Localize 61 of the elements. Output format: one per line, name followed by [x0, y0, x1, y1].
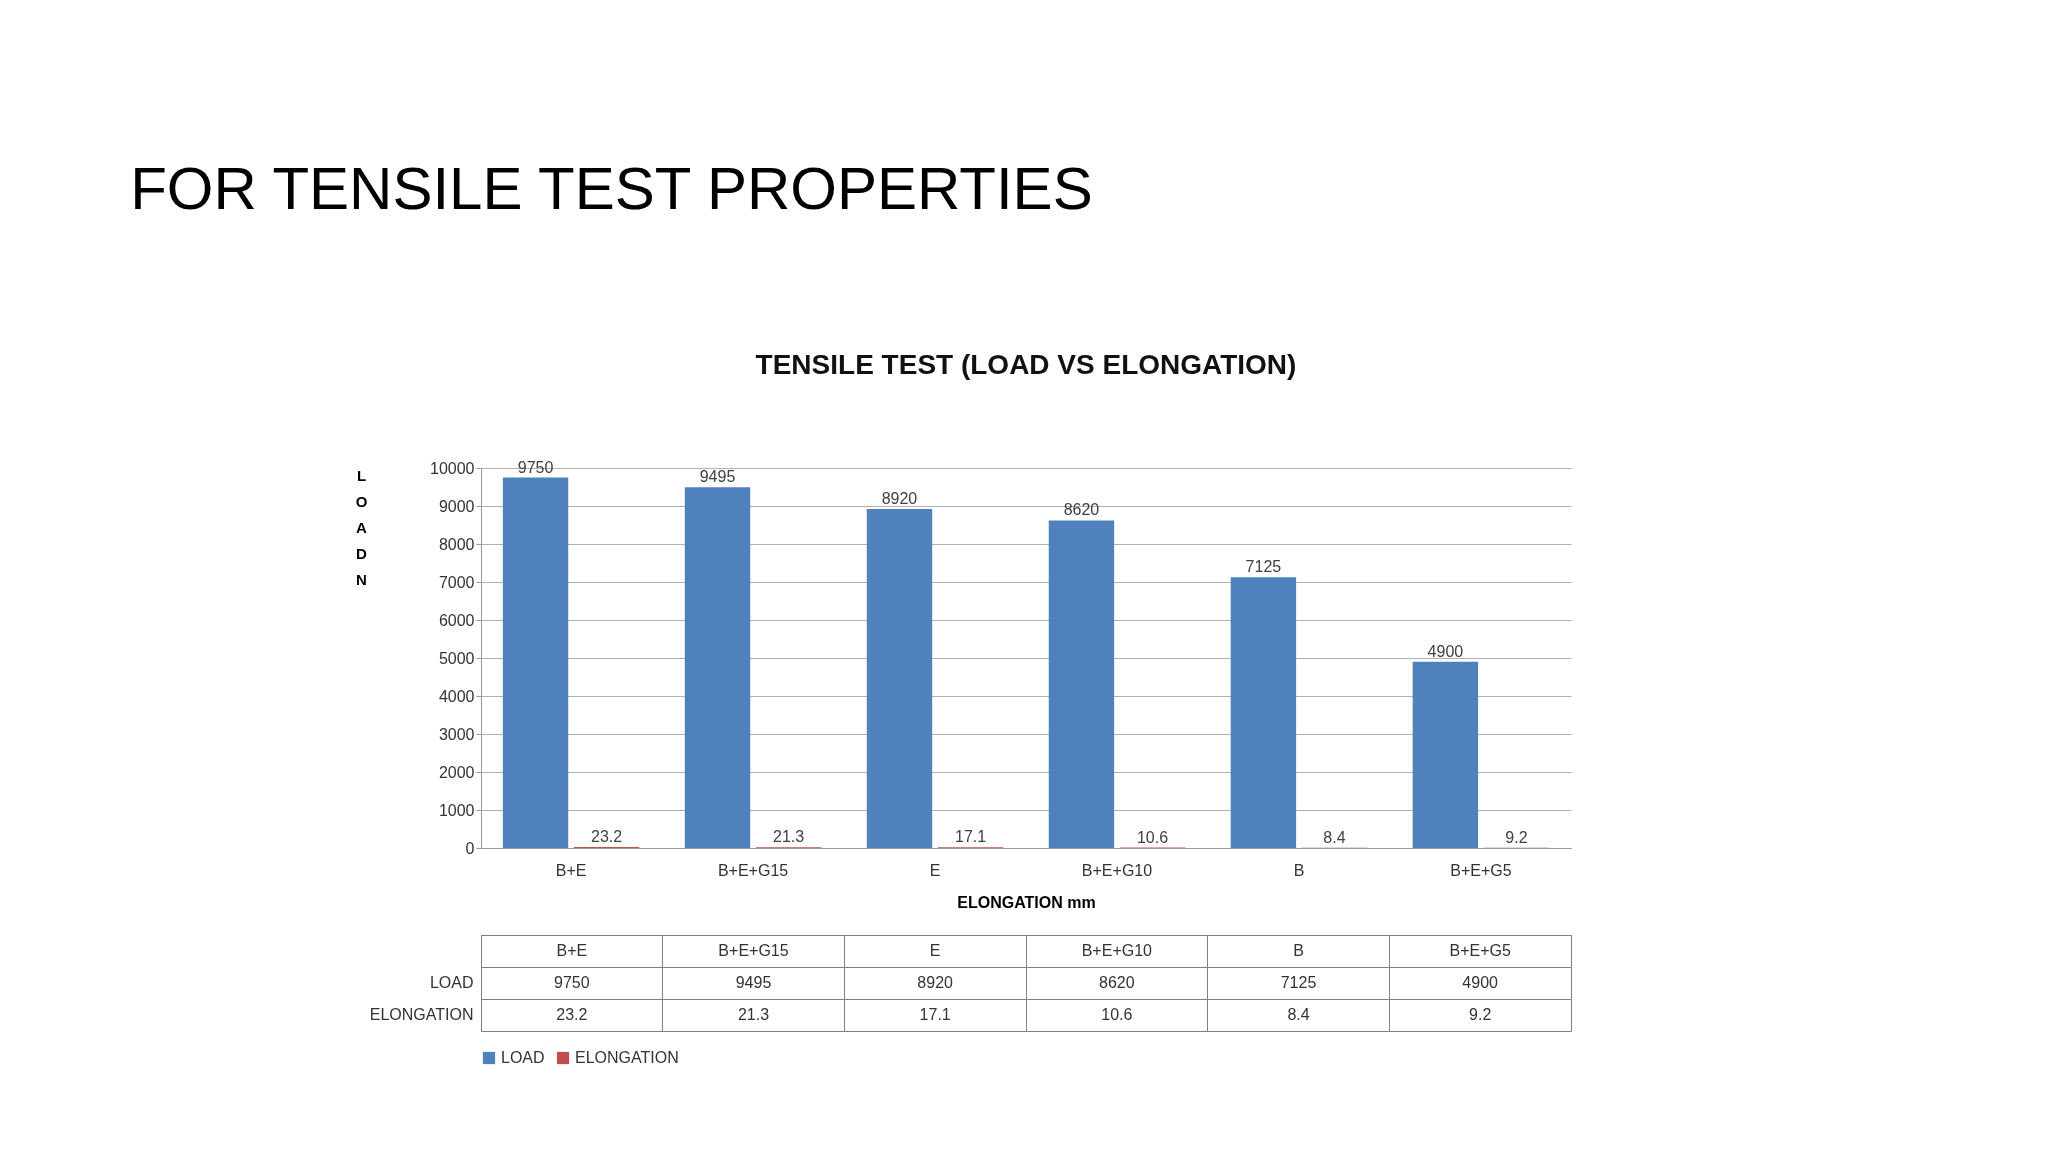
x-tick-label: B+E+G15: [717, 861, 789, 879]
data-label: 9.2: [1505, 828, 1528, 846]
data-label: 10.6: [1136, 828, 1169, 846]
y-tick-label: 2000: [438, 763, 475, 781]
data-label: 9750: [554, 974, 590, 991]
bar: [502, 477, 569, 848]
data-label: 4900: [1427, 642, 1464, 660]
data-label: 8920: [881, 490, 918, 508]
text: ELONGATION: [369, 1006, 474, 1023]
category-label: B+E: [556, 942, 588, 959]
bar: [1412, 661, 1479, 848]
y-tick-label: 1000: [438, 801, 475, 819]
y-tick-label: 6000: [438, 611, 475, 629]
data-label: 23.2: [556, 1006, 588, 1023]
data-label: 9.2: [1469, 1006, 1492, 1023]
y-tick-label: 5000: [438, 649, 475, 667]
chart-subtitle: TENSILE TEST (LOAD VS ELONGATION): [755, 348, 1297, 380]
legend-label: LOAD: [501, 1049, 545, 1066]
text: LOAD: [429, 974, 474, 991]
y-tick-label: 4000: [438, 687, 475, 705]
data-label: 4900: [1462, 974, 1499, 991]
data-label: 7125: [1245, 558, 1282, 576]
x-axis-title: ELONGATION mm: [957, 893, 1096, 911]
y-tick-label: 9000: [438, 497, 475, 515]
category-label: B+E+G5: [1449, 942, 1511, 959]
y-tick-label: 0: [465, 839, 475, 857]
data-label: 8.4: [1323, 828, 1346, 846]
category-label: B: [1293, 942, 1304, 959]
data-label: 9495: [735, 974, 772, 991]
bar: [1048, 520, 1115, 848]
data-label: 8620: [1099, 974, 1135, 991]
legend-label: ELONGATION: [575, 1049, 679, 1066]
category-label: B+E+G15: [718, 942, 789, 959]
y-tick-label: 8000: [438, 535, 475, 553]
x-tick-label: B: [1293, 861, 1305, 879]
bar: [866, 509, 933, 848]
data-label: 8620: [1063, 501, 1100, 519]
y-tick-label: 10000: [430, 459, 475, 477]
chart-title: FOR TENSILE TEST PROPERTIES: [130, 154, 1093, 222]
y-axis-title: LOAD N: [355, 466, 368, 588]
data-label: 9750: [517, 458, 554, 476]
x-tick-label: E: [929, 861, 941, 879]
data-label: 9495: [699, 468, 736, 486]
x-tick-label: B+E+G10: [1081, 861, 1153, 879]
data-label: 17.1: [954, 828, 987, 846]
data-label: 21.3: [773, 828, 805, 846]
data-label: 17.1: [919, 1006, 951, 1023]
bar: [684, 487, 751, 848]
data-label: 10.6: [1101, 1006, 1133, 1023]
data-label: 23.2: [591, 828, 623, 846]
x-tick-label: B+E+G5: [1450, 861, 1512, 879]
data-label: 7125: [1280, 974, 1317, 991]
y-tick-label: 3000: [438, 725, 475, 743]
bar: [1230, 577, 1297, 848]
category-label: B+E+G10: [1081, 942, 1153, 959]
x-tick-label: B+E: [555, 861, 587, 879]
data-label: 8.4: [1287, 1006, 1310, 1023]
data-label: 8920: [917, 974, 954, 991]
y-tick-label: 7000: [438, 573, 475, 591]
data-label: 21.3: [737, 1006, 770, 1023]
category-label: E: [929, 942, 941, 959]
